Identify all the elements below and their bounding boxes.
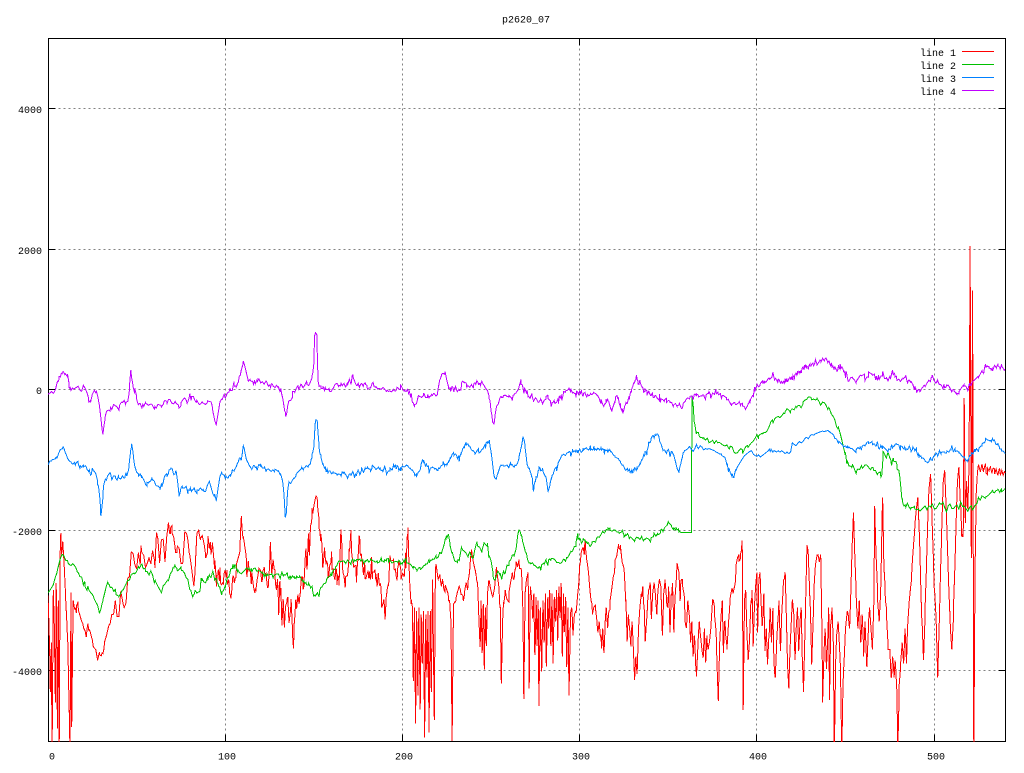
svg-text:p2620_07: p2620_07 (502, 16, 550, 27)
svg-text:line 3: line 3 (920, 74, 956, 86)
svg-text:0: 0 (36, 387, 42, 398)
svg-text:4000: 4000 (18, 106, 42, 117)
svg-text:100: 100 (218, 753, 236, 764)
svg-text:-4000: -4000 (12, 668, 42, 679)
svg-text:200: 200 (395, 753, 413, 764)
svg-text:0: 0 (49, 753, 55, 764)
svg-text:line 2: line 2 (920, 61, 956, 73)
svg-text:line 4: line 4 (920, 87, 956, 99)
svg-text:300: 300 (572, 753, 590, 764)
svg-text:line 1: line 1 (920, 48, 956, 60)
svg-text:500: 500 (927, 753, 945, 764)
svg-text:400: 400 (749, 753, 767, 764)
svg-text:2000: 2000 (18, 247, 42, 258)
svg-text:-2000: -2000 (12, 528, 42, 539)
